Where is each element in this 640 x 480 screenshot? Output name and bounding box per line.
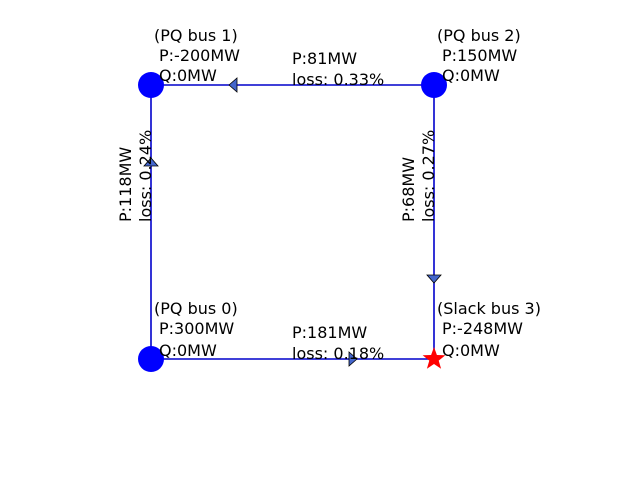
bus-3-label: (Slack bus 3) P:-248MW Q:0MW (437, 299, 546, 360)
bus-1-label: (PQ bus 1) P:-200MW Q:0MW (154, 26, 245, 85)
line-0-3-label: P:181MW loss: 0.18% (292, 323, 384, 363)
bus-2-label: (PQ bus 2) P:150MW Q:0MW (437, 26, 526, 85)
bus-3-name: (Slack bus 3) (437, 299, 541, 318)
line-2-3-label: P:68MW loss: 0.27% (399, 130, 438, 222)
flow-arrow-2-1 (228, 77, 238, 93)
bus-3-q: Q:0MW (442, 341, 500, 360)
line-0-3-loss: loss: 0.18% (292, 344, 384, 363)
bus-2-q: Q:0MW (442, 66, 500, 85)
bus-1-marker (138, 72, 164, 98)
line-2-1-loss: loss: 0.33% (292, 70, 384, 89)
bus-0-p: P:300MW (159, 319, 234, 338)
bus-2-name: (PQ bus 2) (437, 26, 521, 45)
bus-3-p: P:-248MW (442, 319, 523, 338)
line-0-1-loss: loss: 0.24% (136, 130, 155, 222)
line-0-3-flow: P:181MW (292, 323, 367, 342)
line-2-1-flow: P:81MW (292, 49, 357, 68)
bus-2-p: P:150MW (442, 46, 517, 65)
line-0-1-label: P:118MW loss: 0.24% (116, 130, 155, 222)
slack-bus-3-star-icon (422, 347, 446, 369)
bus-0-q: Q:0MW (159, 341, 217, 360)
line-0-1-flow: P:118MW (116, 147, 135, 222)
bus-0-marker (138, 346, 164, 372)
line-2-3-loss: loss: 0.27% (419, 130, 438, 222)
line-2-1-label: P:81MW loss: 0.33% (292, 49, 384, 89)
bus-2-marker (421, 72, 447, 98)
flow-arrow-0-3 (348, 351, 358, 367)
flow-arrow-0-1 (143, 157, 159, 167)
bus-1-name: (PQ bus 1) (154, 26, 238, 45)
bus-1-q: Q:0MW (159, 66, 217, 85)
line-2-3-flow: P:68MW (399, 157, 418, 222)
flow-arrow-2-3 (426, 274, 442, 284)
bus-0-name: (PQ bus 0) (154, 299, 238, 318)
bus-0-label: (PQ bus 0) P:300MW Q:0MW (154, 299, 243, 360)
bus-1-p: P:-200MW (159, 46, 240, 65)
